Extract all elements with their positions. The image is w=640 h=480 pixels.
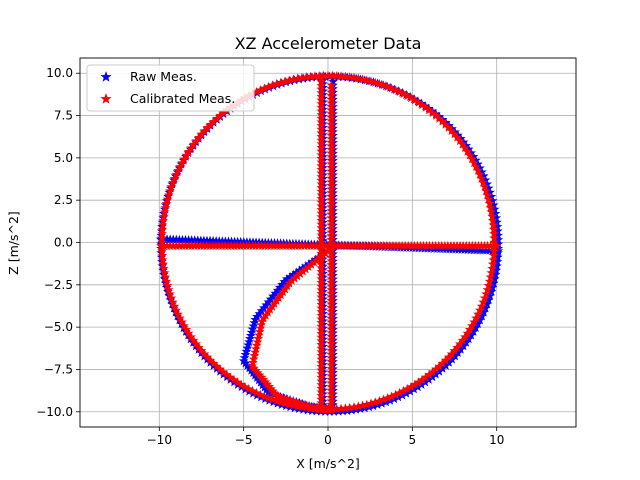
x-tick-label: −10 [147, 433, 172, 447]
chart-title: XZ Accelerometer Data [235, 34, 422, 53]
y-axis-label: Z [m/s^2] [6, 211, 21, 275]
data-point [263, 393, 274, 403]
data-point [165, 288, 175, 299]
y-tick-label: 0.0 [54, 236, 73, 250]
legend-label-raw: Raw Meas. [130, 69, 197, 84]
legend: Raw Meas. Calibrated Meas. [86, 64, 255, 112]
y-tick-label: 5.0 [54, 151, 73, 165]
data-point [301, 72, 312, 82]
data-point [171, 169, 181, 179]
data-point [163, 190, 174, 200]
data-point [169, 173, 180, 183]
data-point [489, 228, 499, 238]
data-point [267, 80, 278, 90]
data-point [191, 338, 201, 349]
series-calibrated [156, 70, 502, 415]
y-tick-label: 10.0 [46, 66, 73, 80]
y-tick-label: −5.0 [44, 320, 73, 334]
data-point [232, 377, 243, 387]
data-point [183, 146, 194, 156]
data-point [179, 154, 189, 164]
data-point [188, 139, 199, 149]
data-point [194, 132, 204, 142]
data-point [243, 383, 254, 394]
data-point [166, 293, 177, 303]
data-point [175, 313, 185, 323]
data-point [251, 387, 262, 398]
data-point [162, 194, 173, 204]
data-point [177, 157, 187, 168]
data-point [166, 181, 177, 191]
data-point [186, 143, 196, 153]
data-point [171, 305, 181, 315]
legend-marker-calibrated [100, 93, 112, 104]
data-point [177, 317, 187, 327]
x-tick-label: −5 [235, 433, 253, 447]
data-point [310, 71, 320, 81]
x-tick-label: 0 [324, 433, 332, 447]
legend-label-calibrated: Calibrated Meas. [130, 91, 235, 106]
y-tick-label: −10.0 [36, 405, 73, 419]
data-point [488, 250, 499, 260]
y-tick-label: −7.5 [44, 362, 73, 376]
data-point [181, 150, 192, 160]
legend-marker-raw [100, 71, 112, 82]
y-tick-label: −2.5 [44, 278, 73, 292]
data-point [181, 324, 192, 334]
data-point [255, 85, 266, 95]
data-point [162, 280, 173, 290]
data-point [297, 72, 307, 82]
x-tick-label: 10 [489, 433, 504, 447]
x-axis-label: X [m/s^2] [296, 456, 360, 471]
data-point [186, 331, 196, 342]
data-point [161, 276, 172, 286]
data-point [491, 240, 502, 250]
data-point [271, 78, 282, 89]
data-point [326, 405, 337, 415]
data-point [489, 233, 499, 243]
data-marks [156, 70, 504, 416]
data-point [247, 385, 258, 396]
data-point [168, 297, 178, 307]
data-point [191, 135, 201, 146]
data-point [240, 381, 250, 391]
data-point [168, 177, 178, 187]
data-point [165, 185, 175, 196]
data-point [169, 301, 180, 311]
data-point [275, 77, 286, 87]
data-point [489, 246, 499, 256]
x-tick-label: 5 [409, 433, 417, 447]
legend-box [86, 64, 255, 112]
data-point [305, 71, 316, 81]
y-tick-label: 7.5 [54, 109, 73, 123]
data-point [163, 284, 174, 294]
axis-ticks: −10 −5 0 5 10 −10.0 −7.5 −5.0 −2.5 0.0 2.5 5.0 7.5 10… [36, 66, 504, 447]
data-point [255, 389, 266, 399]
data-point [259, 83, 270, 93]
data-point [173, 165, 183, 175]
data-point [173, 309, 183, 319]
data-point [160, 272, 171, 282]
data-point [161, 198, 172, 208]
data-point [183, 328, 194, 338]
data-point [259, 391, 270, 401]
data-point [179, 320, 189, 330]
y-tick-label: 2.5 [54, 193, 73, 207]
data-point [175, 161, 185, 171]
data-point [188, 335, 199, 345]
data-point [236, 379, 246, 389]
data-point [263, 81, 274, 91]
